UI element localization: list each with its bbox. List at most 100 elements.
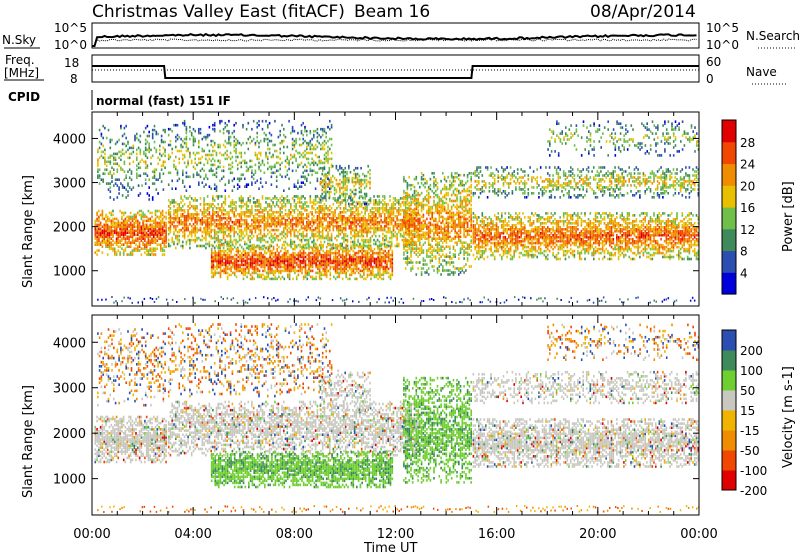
echo-cell — [136, 136, 138, 140]
echo-cell — [247, 147, 250, 151]
echo-cell — [404, 241, 407, 244]
echo-cell — [336, 251, 339, 255]
echo-cell — [245, 207, 248, 210]
echo-cell — [297, 181, 299, 184]
echo-cell — [268, 230, 271, 234]
echo-cell — [329, 157, 331, 161]
echo-cell — [379, 259, 381, 263]
echo-cell — [344, 166, 346, 170]
echo-cell — [404, 239, 407, 242]
echo-cell — [259, 177, 262, 181]
echo-cell — [346, 216, 349, 220]
echo-cell — [247, 226, 250, 230]
echo-cell — [98, 156, 101, 160]
echo-cell — [212, 157, 214, 161]
echo-cell — [238, 215, 241, 218]
echo-cell — [151, 198, 154, 201]
echo-cell — [233, 234, 235, 238]
echo-cell — [256, 238, 258, 242]
echo-cell — [363, 253, 365, 257]
echo-cell — [221, 257, 224, 261]
echo-cell — [349, 267, 351, 271]
echo-cell — [154, 249, 157, 252]
echo-cell — [345, 275, 347, 279]
echo-cell — [210, 259, 213, 263]
echo-cell — [128, 162, 131, 166]
echo-cell — [353, 184, 355, 188]
echo-cell — [265, 263, 268, 267]
echo-cell — [196, 213, 198, 216]
echo-cell — [187, 211, 189, 214]
echo-cell — [223, 243, 225, 247]
echo-cell — [221, 216, 223, 220]
echo-cell — [182, 226, 184, 230]
echo-cell — [376, 238, 379, 242]
echo-cell — [198, 173, 200, 177]
echo-cell — [369, 197, 372, 200]
echo-cell — [285, 253, 287, 257]
echo-cell — [154, 239, 157, 242]
echo-cell — [233, 213, 235, 216]
echo-cell — [198, 183, 200, 186]
echo-cell — [256, 139, 258, 143]
echo-cell — [313, 218, 315, 222]
echo-cell — [267, 161, 269, 165]
echo-cell — [210, 265, 213, 269]
echo-cell — [199, 197, 202, 200]
echo-cell — [325, 245, 328, 249]
echo-cell — [126, 237, 128, 240]
echo-cell — [256, 209, 258, 212]
echo-cell — [210, 203, 212, 206]
echo-cell — [265, 261, 268, 265]
echo-cell — [268, 215, 271, 218]
echo-cell — [334, 263, 337, 267]
echo-cell — [357, 234, 359, 238]
echo-cell — [164, 154, 166, 158]
echo-cell — [249, 213, 251, 216]
echo-cell — [222, 224, 225, 228]
echo-cell — [112, 223, 114, 227]
echo-cell — [145, 231, 148, 235]
echo-cell — [298, 201, 301, 204]
echo-cell — [129, 223, 132, 227]
echo-cell — [337, 215, 340, 218]
echo-cell — [320, 230, 322, 234]
echo-cell — [321, 236, 324, 240]
echo-cell — [360, 216, 363, 220]
echo-cell — [412, 201, 414, 204]
echo-cell — [104, 152, 106, 156]
echo-cell — [182, 121, 184, 125]
echo-cell — [245, 232, 248, 236]
echo-cell — [258, 220, 260, 224]
echo-cell — [270, 228, 273, 232]
echo-cell — [265, 137, 267, 141]
echo-cell — [331, 243, 333, 247]
echo-cell — [355, 220, 358, 224]
echo-cell — [189, 216, 191, 220]
echo-cell — [403, 253, 405, 256]
echo-cell — [236, 183, 239, 186]
echo-cell — [270, 216, 273, 220]
echo-cell — [365, 174, 368, 178]
echo-cell — [239, 249, 241, 253]
echo-cell — [349, 273, 351, 277]
echo-cell — [249, 199, 251, 202]
echo-cell — [219, 255, 222, 259]
echo-cell — [208, 244, 211, 248]
echo-cell — [261, 220, 264, 224]
echo-cell — [304, 238, 306, 242]
echo-cell — [304, 139, 306, 143]
echo-cell — [300, 220, 303, 224]
echo-cell — [369, 218, 372, 222]
echo-cell — [350, 211, 352, 214]
echo-cell — [114, 152, 117, 156]
echo-cell — [318, 228, 320, 232]
echo-cell — [185, 143, 188, 147]
echo-cell — [275, 203, 278, 206]
echo-cell — [373, 195, 375, 198]
echo-cell — [271, 269, 273, 273]
echo-cell — [382, 205, 384, 208]
echo-cell — [346, 218, 349, 222]
echo-cell — [306, 141, 308, 145]
echo-cell — [297, 197, 299, 200]
